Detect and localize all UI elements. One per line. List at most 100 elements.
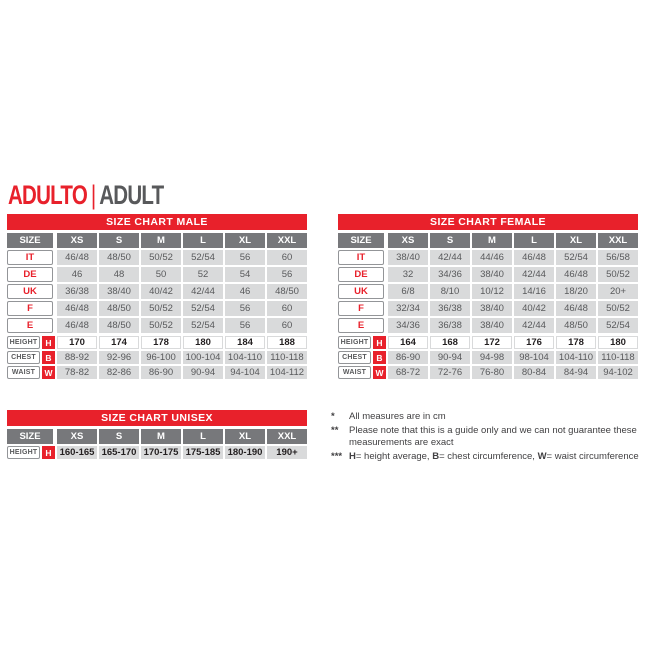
- column-header-cell: L: [183, 429, 223, 444]
- row-cells: XS S M L XL XXL: [57, 233, 307, 248]
- column-header-cell: XS: [388, 233, 428, 248]
- measure-value-cell: 165-170: [99, 446, 139, 459]
- size-value-cell: 10/12: [472, 284, 512, 299]
- size-value-cell: 56: [225, 250, 265, 265]
- size-header-cell: SIZE: [338, 233, 384, 248]
- size-value-cell: 52/54: [556, 250, 596, 265]
- row-cells: 32/34 36/38 38/40 40/42 46/48 50/52: [388, 301, 638, 316]
- size-value-cell: 46/48: [57, 250, 97, 265]
- size-value-cell: 50/52: [141, 301, 181, 316]
- measure-value-cell: 170: [57, 336, 97, 349]
- row-label-cell: DE: [7, 267, 53, 282]
- table-row: UK 6/8 8/10 10/12 14/16 18/20 20+: [338, 284, 638, 299]
- size-value-cell: 42/44: [514, 318, 554, 333]
- footnote-text: Please note that this is a guide only an…: [349, 424, 637, 449]
- footnote-marker: ***: [331, 450, 343, 462]
- measure-value-cell: 90-94: [430, 351, 470, 364]
- measure-value-cell: 164: [388, 336, 428, 349]
- row-cells: 46/48 48/50 50/52 52/54 56 60: [57, 250, 307, 265]
- row-label-cell: IT: [338, 250, 384, 265]
- measure-letter-badge: H: [373, 336, 386, 349]
- measure-value-cell: 184: [225, 336, 265, 349]
- measure-value-cell: 88-92: [57, 351, 97, 364]
- measure-value-cell: 82-86: [99, 366, 139, 379]
- size-value-cell: 46: [57, 267, 97, 282]
- size-value-cell: 52/54: [598, 318, 638, 333]
- measure-letter-badge: H: [42, 446, 55, 459]
- size-value-cell: 36/38: [430, 318, 470, 333]
- measure-value-cell: 188: [267, 336, 307, 349]
- size-value-cell: 48/50: [556, 318, 596, 333]
- measure-value-cell: 178: [556, 336, 596, 349]
- size-value-cell: 48: [99, 267, 139, 282]
- size-value-cell: 46/48: [514, 250, 554, 265]
- table-row: HEIGHT H 164 168 172 176 178 180: [338, 336, 638, 349]
- measure-value-cell: 94-98: [472, 351, 512, 364]
- size-value-cell: 46/48: [57, 318, 97, 333]
- column-header-cell: M: [141, 233, 181, 248]
- size-value-cell: 42/44: [183, 284, 223, 299]
- measure-value-cell: 190+: [267, 446, 307, 459]
- measure-value-cell: 86-90: [388, 351, 428, 364]
- row-label-cell: DE: [338, 267, 384, 282]
- measure-label-cell: WAIST: [338, 366, 371, 379]
- measure-value-cell: 96-100: [141, 351, 181, 364]
- size-value-cell: 34/36: [430, 267, 470, 282]
- size-value-cell: 8/10: [430, 284, 470, 299]
- size-chart-male-table: SIZE CHART MALE SIZE XS S M L XL XXL IT 46/48 48/…: [7, 214, 307, 381]
- measure-value-cell: 92-96: [99, 351, 139, 364]
- column-header-cell: XS: [57, 429, 97, 444]
- measure-value-cell: 110-118: [598, 351, 638, 364]
- measure-label-cell: CHEST: [338, 351, 371, 364]
- size-value-cell: 50/52: [598, 301, 638, 316]
- row-label-cell: UK: [338, 284, 384, 299]
- size-value-cell: 50: [141, 267, 181, 282]
- table-row: UK 36/38 38/40 40/42 42/44 46 48/50: [7, 284, 307, 299]
- measure-value-cell: 104-110: [556, 351, 596, 364]
- row-cells: 170 174 178 180 184 188: [57, 336, 307, 349]
- column-header-cell: L: [183, 233, 223, 248]
- measure-value-cell: 176: [514, 336, 554, 349]
- page-title-primary: ADULTO: [8, 180, 88, 210]
- column-header-cell: S: [430, 233, 470, 248]
- size-value-cell: 50/52: [141, 318, 181, 333]
- measure-value-cell: 174: [99, 336, 139, 349]
- measure-value-cell: 168: [430, 336, 470, 349]
- table-row: E 46/48 48/50 50/52 52/54 56 60: [7, 318, 307, 333]
- table-rows: SIZE XS S M L XL XXL HEIGHT H 160-165 165-170 170-1…: [7, 429, 307, 459]
- size-chart-female-table: SIZE CHART FEMALE SIZE XS S M L XL XXL IT 38/40 4…: [338, 214, 638, 381]
- row-cells: 32 34/36 38/40 42/44 46/48 50/52: [388, 267, 638, 282]
- row-cells: XS S M L XL XXL: [388, 233, 638, 248]
- measure-value-cell: 178: [141, 336, 181, 349]
- measure-value-cell: 175-185: [183, 446, 223, 459]
- table-row: DE 46 48 50 52 54 56: [7, 267, 307, 282]
- table-rows: SIZE XS S M L XL XXL IT 46/48 48/50 50/52 52/54 56 60…: [7, 233, 307, 379]
- size-value-cell: 40/42: [514, 301, 554, 316]
- measure-letter-badge: B: [373, 351, 386, 364]
- size-value-cell: 60: [267, 301, 307, 316]
- column-header-cell: M: [472, 233, 512, 248]
- column-header-cell: M: [141, 429, 181, 444]
- measure-value-cell: 100-104: [183, 351, 223, 364]
- table-row: CHEST B 86-90 90-94 94-98 98-104 104-110 110-11…: [338, 351, 638, 364]
- table-row: F 46/48 48/50 50/52 52/54 56 60: [7, 301, 307, 316]
- column-header-cell: XL: [225, 429, 265, 444]
- size-value-cell: 50/52: [598, 267, 638, 282]
- row-cells: XS S M L XL XXL: [57, 429, 307, 444]
- table-row: F 32/34 36/38 38/40 40/42 46/48 50/52: [338, 301, 638, 316]
- table-title-band: SIZE CHART MALE: [7, 214, 307, 230]
- row-label-cell: E: [338, 318, 384, 333]
- measure-value-cell: 86-90: [141, 366, 181, 379]
- column-header-cell: S: [99, 429, 139, 444]
- size-value-cell: 46/48: [57, 301, 97, 316]
- table-row: HEIGHT H 160-165 165-170 170-175 175-185 180-1…: [7, 446, 307, 459]
- column-header-cell: L: [514, 233, 554, 248]
- measure-letter-badge: W: [42, 366, 55, 379]
- measure-label-cell: HEIGHT: [7, 446, 40, 459]
- column-header-cell: XXL: [598, 233, 638, 248]
- row-label-cell: IT: [7, 250, 53, 265]
- measure-value-cell: 180-190: [225, 446, 265, 459]
- row-cells: 36/38 38/40 40/42 42/44 46 48/50: [57, 284, 307, 299]
- table-row: DE 32 34/36 38/40 42/44 46/48 50/52: [338, 267, 638, 282]
- size-chart-unisex-table: SIZE CHART UNISEX SIZE XS S M L XL XXL HEIGHT H 1…: [7, 410, 307, 461]
